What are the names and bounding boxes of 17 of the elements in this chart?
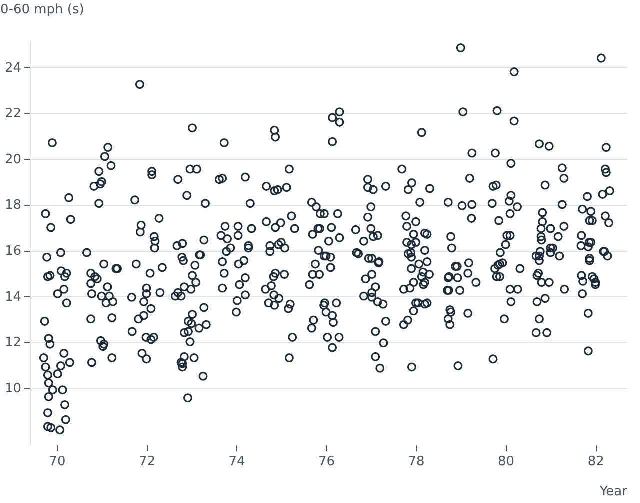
x-axis-title: Year xyxy=(598,484,628,500)
x-tick-label: 74 xyxy=(228,454,246,470)
y-tick-label: 18 xyxy=(4,198,22,214)
y-tick-label: 14 xyxy=(4,290,22,305)
y-tick-label: 12 xyxy=(4,336,22,351)
y-axis-title: 0-60 mph (s) xyxy=(0,2,84,18)
x-tick-label: 78 xyxy=(408,454,425,470)
y-tick-label: 16 xyxy=(4,244,22,260)
x-tick-label: 72 xyxy=(138,454,156,470)
y-tick-label: 22 xyxy=(4,106,22,122)
y-tick-label: 24 xyxy=(4,60,22,76)
x-tick-label: 82 xyxy=(588,454,604,470)
y-tick-label: 20 xyxy=(4,152,22,168)
x-tick-label: 76 xyxy=(318,454,336,470)
x-tick-label: 80 xyxy=(498,454,515,470)
x-tick-label: 70 xyxy=(49,454,66,470)
y-tick-label: 10 xyxy=(4,381,22,396)
